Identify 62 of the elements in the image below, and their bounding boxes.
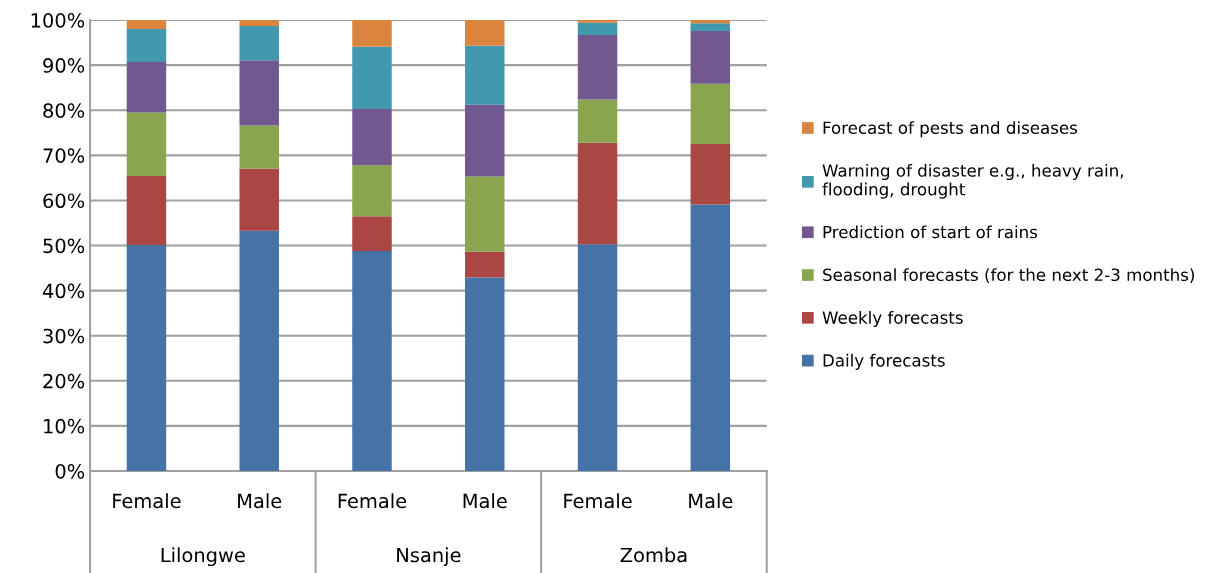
x-tick-label: Male <box>463 493 507 509</box>
x-tick-label: Female <box>564 493 632 509</box>
y-tick-label: 20% <box>43 373 85 389</box>
bar <box>465 176 505 252</box>
bar <box>239 168 279 231</box>
bar <box>126 61 167 113</box>
y-tick-label: 90% <box>43 58 85 73</box>
x-tick-label: Female <box>338 493 407 509</box>
text: Nsanje <box>397 547 461 567</box>
bar <box>239 125 279 169</box>
bar <box>126 20 167 30</box>
bar <box>690 23 731 31</box>
bar <box>352 165 392 217</box>
bar <box>239 25 279 61</box>
x-tick-label: Male <box>689 493 733 509</box>
y-tick-label: 100% <box>31 13 85 28</box>
bar <box>465 20 505 46</box>
bar <box>465 277 505 472</box>
bar <box>465 251 505 278</box>
legend-label: Prediction of start of rains <box>823 225 1038 239</box>
bar <box>239 230 279 472</box>
bar <box>465 104 505 177</box>
bar <box>577 34 618 100</box>
y-tick-label: 60% <box>43 193 85 209</box>
bar <box>126 29 167 62</box>
y-tick-label: 40% <box>42 283 85 299</box>
bar <box>352 46 392 109</box>
bar <box>690 204 731 472</box>
legend-label: Warning of disaster e.g., heavy rain, flooding, drought <box>822 163 1123 199</box>
legend-label: Daily forecasts <box>823 353 945 370</box>
bar <box>690 144 731 205</box>
bar <box>239 60 279 126</box>
text: Zomba <box>620 547 687 563</box>
bar <box>352 216 392 251</box>
legend-label: Forecast of pests and diseases <box>823 121 1078 138</box>
bar <box>352 20 392 47</box>
text: Lilongwe <box>161 547 245 567</box>
bar <box>465 45 505 105</box>
bar <box>690 83 731 145</box>
y-tick-label: 0% <box>55 463 85 479</box>
bar <box>577 99 618 143</box>
y-tick-label: 50% <box>43 238 85 254</box>
bar <box>126 112 167 177</box>
bar <box>577 142 618 245</box>
bar <box>577 20 618 23</box>
bar <box>690 20 731 24</box>
bar <box>126 176 167 246</box>
bar <box>126 245 167 472</box>
y-tick-label: 30% <box>43 328 85 344</box>
bar <box>577 244 618 472</box>
y-tick-label: 10% <box>44 418 85 434</box>
bar <box>577 22 618 35</box>
bar <box>352 250 392 472</box>
legend-label: Seasonal forecasts (for the next 2-3 months) <box>823 268 1194 284</box>
x-tick-label: Male <box>238 493 282 509</box>
legend-label: Weekly forecasts <box>822 310 963 328</box>
bar <box>352 108 392 166</box>
x-tick-label: Female <box>113 493 181 509</box>
bar <box>690 30 731 84</box>
y-tick-label: 70% <box>43 148 85 163</box>
bar <box>239 20 279 26</box>
y-tick-label: 80% <box>43 103 85 118</box>
